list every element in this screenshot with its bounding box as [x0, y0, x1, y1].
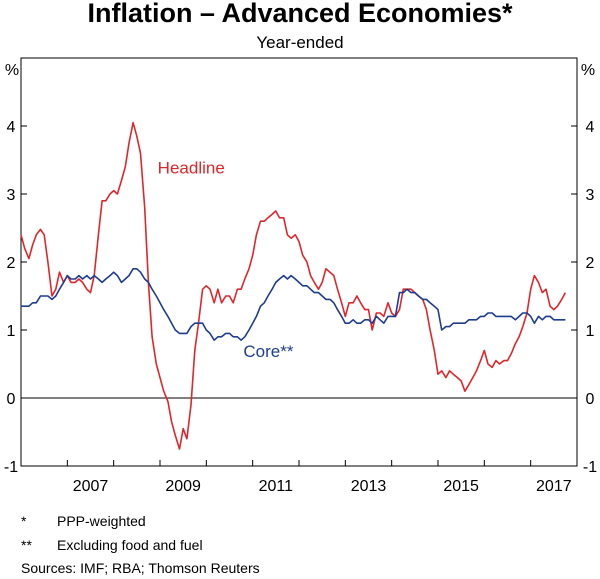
footnote-2-mark: ** — [21, 537, 32, 553]
y-tick-label-left: 4 — [7, 119, 16, 136]
sources-note: Sources: IMF; RBA; Thomson Reuters — [21, 560, 260, 576]
y-tick-label-left: 0 — [7, 391, 16, 408]
line-chart: -1 -1 0 0 1 1 2 2 3 3 4 4 2007 2009 2011 2013 2015 2017 %… — [4, 57, 597, 495]
core-series-line — [21, 267, 566, 342]
y-tick-label-right: 1 — [586, 323, 595, 340]
y-tick-label-left: 2 — [7, 255, 16, 272]
x-tick-label: 2011 — [259, 478, 294, 495]
y-axis-unit-right: % — [581, 62, 595, 79]
y-tick-label-left: 3 — [7, 187, 16, 204]
y-tick-label-right: 3 — [586, 187, 595, 204]
headline-series-line — [20, 121, 567, 450]
footnote-1-text: PPP-weighted — [57, 513, 146, 529]
plot-frame — [20, 57, 578, 467]
chart-title: Inflation – Advanced Economies* — [87, 0, 513, 28]
y-axis-unit-left: % — [5, 62, 19, 79]
footnote-2-text: Excluding food and fuel — [57, 537, 203, 553]
y-tick-label-right: -1 — [583, 459, 597, 476]
core-series-label: Core** — [243, 342, 293, 361]
x-tick-label: 2013 — [351, 478, 387, 495]
y-tick-label-left: 1 — [7, 323, 16, 340]
footnote-1-mark: * — [21, 513, 27, 529]
x-tick-label: 2009 — [165, 478, 201, 495]
y-tick-label-right: 0 — [586, 391, 595, 408]
y-tick-label-right: 2 — [586, 255, 595, 272]
x-tick-label: 2015 — [443, 478, 479, 495]
x-tick-label: 2017 — [536, 478, 572, 495]
y-tick-label-right: 4 — [586, 119, 595, 136]
y-tick-label-left: -1 — [4, 459, 18, 476]
chart-subtitle: Year-ended — [256, 33, 344, 52]
headline-series-label: Headline — [158, 159, 225, 178]
x-tick-label: 2007 — [73, 478, 109, 495]
